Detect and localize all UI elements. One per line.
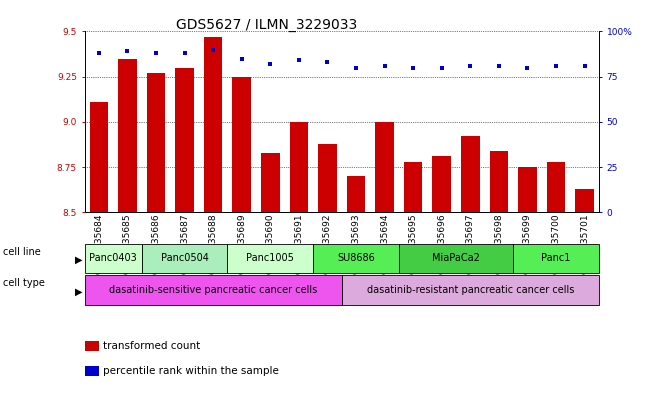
Text: dasatinib-resistant pancreatic cancer cells: dasatinib-resistant pancreatic cancer ce… <box>367 285 574 295</box>
Point <box>551 62 561 69</box>
Point <box>579 62 590 69</box>
Bar <box>204 37 223 212</box>
Point <box>265 61 275 67</box>
Bar <box>261 152 280 212</box>
Bar <box>547 162 565 212</box>
Point <box>351 64 361 71</box>
Point <box>493 62 504 69</box>
Point <box>465 62 475 69</box>
Bar <box>513 244 599 273</box>
Point <box>408 64 419 71</box>
Point <box>522 64 533 71</box>
Text: percentile rank within the sample: percentile rank within the sample <box>103 366 279 376</box>
Text: cell line: cell line <box>3 247 41 257</box>
Point <box>322 59 333 65</box>
Point <box>122 48 133 55</box>
Bar <box>461 136 480 212</box>
Bar <box>318 143 337 212</box>
Bar <box>399 244 513 273</box>
Bar <box>85 275 342 305</box>
Bar <box>118 59 137 212</box>
Bar <box>290 122 308 212</box>
Bar <box>90 102 108 212</box>
Bar <box>342 275 599 305</box>
Text: cell type: cell type <box>3 278 45 288</box>
Text: Panc0403: Panc0403 <box>89 253 137 263</box>
Text: Panc0504: Panc0504 <box>161 253 208 263</box>
Bar <box>376 122 394 212</box>
Bar <box>432 156 451 212</box>
Bar <box>175 68 194 212</box>
Bar <box>142 244 227 273</box>
Point <box>437 64 447 71</box>
Text: Panc1: Panc1 <box>542 253 571 263</box>
Text: SU8686: SU8686 <box>337 253 375 263</box>
Point <box>380 62 390 69</box>
Text: Panc1005: Panc1005 <box>247 253 294 263</box>
Bar <box>347 176 365 212</box>
Bar <box>146 73 165 212</box>
Text: ▶: ▶ <box>75 286 83 296</box>
Point <box>180 50 190 56</box>
Bar <box>404 162 422 212</box>
Bar <box>232 77 251 212</box>
Text: transformed count: transformed count <box>103 341 200 351</box>
Point <box>151 50 161 56</box>
Text: MiaPaCa2: MiaPaCa2 <box>432 253 480 263</box>
Point <box>236 55 247 62</box>
Text: GDS5627 / ILMN_3229033: GDS5627 / ILMN_3229033 <box>176 18 357 32</box>
Bar <box>518 167 537 212</box>
Bar <box>575 189 594 212</box>
Bar <box>313 244 399 273</box>
Point <box>208 46 219 53</box>
Point <box>94 50 104 56</box>
Text: ▶: ▶ <box>75 255 83 265</box>
Bar <box>227 244 313 273</box>
Point <box>294 57 304 64</box>
Bar <box>85 244 142 273</box>
Text: dasatinib-sensitive pancreatic cancer cells: dasatinib-sensitive pancreatic cancer ce… <box>109 285 317 295</box>
Bar <box>490 151 508 212</box>
